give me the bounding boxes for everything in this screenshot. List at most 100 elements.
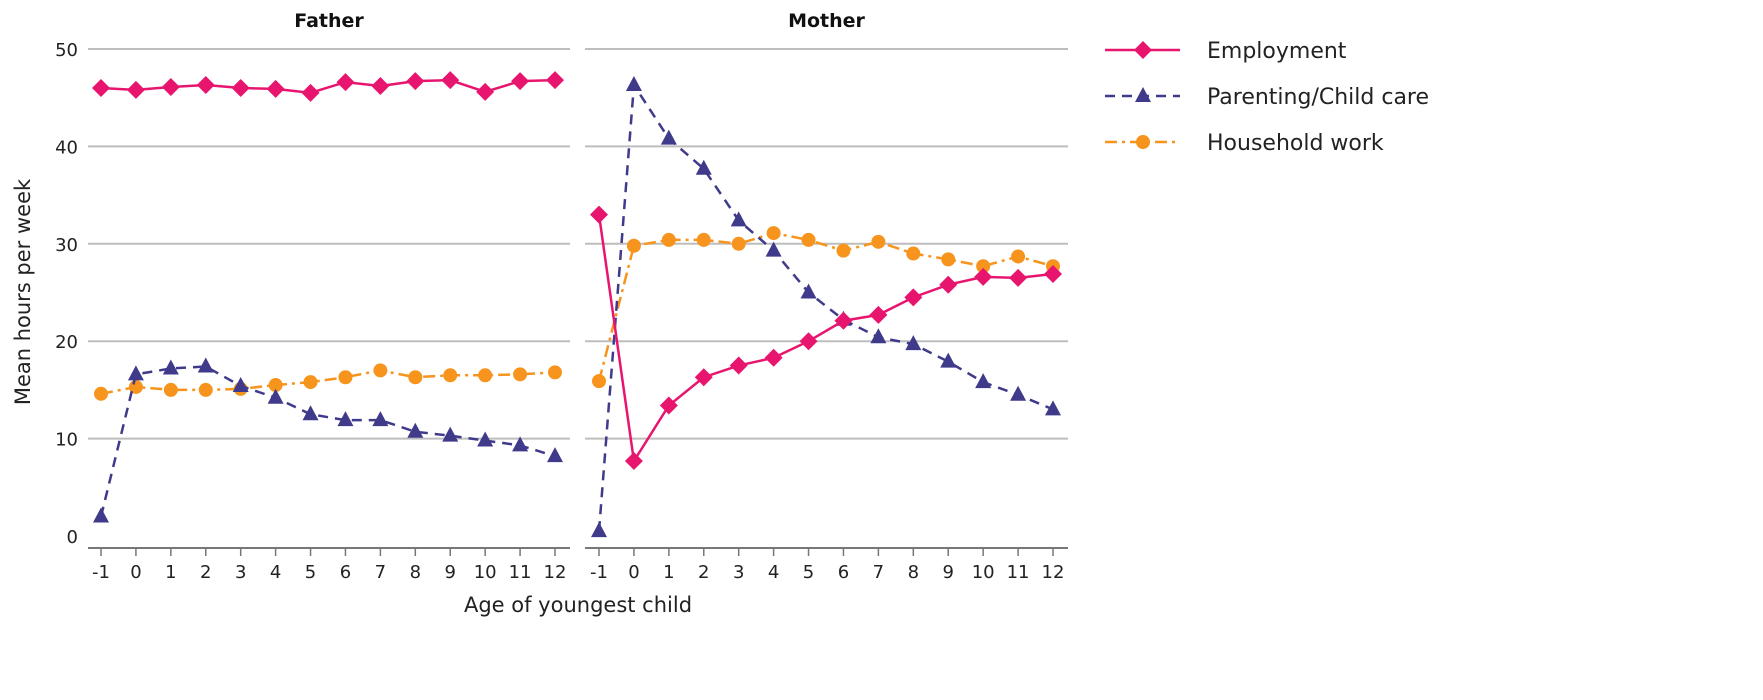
data-point bbox=[512, 436, 529, 452]
x-tick-label: 10 bbox=[474, 562, 497, 583]
series-household-work bbox=[592, 226, 1060, 389]
data-point bbox=[93, 507, 109, 523]
x-tick-label: 7 bbox=[873, 562, 884, 583]
data-point bbox=[408, 370, 423, 385]
data-point bbox=[870, 328, 887, 344]
series-line bbox=[99, 365, 556, 517]
data-point bbox=[591, 522, 607, 538]
data-point bbox=[974, 267, 993, 286]
data-point bbox=[939, 275, 958, 294]
data-point bbox=[407, 422, 424, 438]
x-tick-label: 6 bbox=[838, 562, 849, 583]
data-point bbox=[976, 259, 991, 274]
data-point bbox=[373, 363, 388, 378]
data-point bbox=[443, 368, 458, 383]
legend-marker bbox=[1135, 87, 1151, 102]
data-point bbox=[764, 348, 783, 367]
x-tick-label: 5 bbox=[305, 562, 316, 583]
panel-title: Mother bbox=[788, 10, 865, 32]
data-point bbox=[163, 382, 178, 397]
y-axis-label: Mean hours per week bbox=[11, 178, 35, 405]
data-point bbox=[1044, 264, 1062, 283]
data-point bbox=[625, 76, 642, 92]
x-tick-label: 5 bbox=[803, 562, 814, 583]
y-tick-label: 40 bbox=[55, 137, 78, 158]
data-point bbox=[513, 367, 528, 382]
x-tick-label: 2 bbox=[698, 562, 709, 583]
legend-label: Household work bbox=[1207, 131, 1384, 156]
data-point bbox=[834, 311, 853, 330]
data-point bbox=[268, 378, 283, 393]
data-point bbox=[836, 243, 851, 258]
data-point bbox=[94, 386, 108, 401]
data-point bbox=[975, 373, 992, 389]
x-tick-label: -1 bbox=[92, 562, 110, 583]
series-employment bbox=[590, 205, 1062, 471]
legend-item: Employment bbox=[1105, 39, 1347, 64]
data-point bbox=[337, 411, 354, 427]
y-tick-label: 20 bbox=[55, 332, 78, 353]
legend-label: Parenting/Child care bbox=[1207, 85, 1429, 110]
series-employment bbox=[92, 71, 564, 102]
x-tick-label: 12 bbox=[1042, 562, 1065, 583]
data-point bbox=[476, 82, 495, 101]
x-tick-label: 8 bbox=[410, 562, 421, 583]
data-point bbox=[729, 356, 748, 375]
data-point bbox=[338, 370, 353, 385]
data-point bbox=[546, 71, 564, 90]
y-tick-label: 50 bbox=[55, 40, 78, 61]
data-point bbox=[940, 352, 957, 368]
data-point bbox=[406, 72, 425, 91]
x-tick-label: 3 bbox=[235, 562, 246, 583]
data-point bbox=[869, 305, 888, 324]
series-parenting-child-care bbox=[591, 76, 1061, 538]
series-household-work bbox=[94, 363, 562, 401]
x-tick-label: 8 bbox=[908, 562, 919, 583]
data-point bbox=[196, 76, 215, 95]
data-point bbox=[267, 388, 284, 404]
x-tick-label: 3 bbox=[733, 562, 744, 583]
series-line bbox=[597, 81, 1054, 532]
data-point bbox=[766, 226, 781, 241]
data-point bbox=[941, 252, 956, 267]
legend-item: Parenting/Child care bbox=[1105, 85, 1429, 110]
x-tick-label: 1 bbox=[663, 562, 674, 583]
series-line bbox=[597, 231, 1054, 382]
x-tick-label: -1 bbox=[590, 562, 608, 583]
panel-title: Father bbox=[294, 10, 364, 32]
x-tick-label: 10 bbox=[972, 562, 995, 583]
data-point bbox=[590, 205, 608, 224]
panel-mother: Mother-1 0 1 2 3 4 5 6 7 8 9 10 11 12 bbox=[585, 10, 1068, 583]
data-point bbox=[694, 368, 713, 387]
data-point bbox=[547, 447, 563, 463]
data-point bbox=[659, 396, 678, 415]
x-axis-label: Age of youngest child bbox=[464, 593, 692, 617]
data-point bbox=[906, 246, 921, 261]
legend-marker bbox=[1134, 41, 1152, 59]
data-point bbox=[1009, 268, 1028, 287]
series-line bbox=[597, 214, 1054, 465]
data-point bbox=[372, 411, 389, 427]
data-point bbox=[592, 374, 606, 389]
data-point bbox=[92, 78, 110, 97]
y-tick-label: 10 bbox=[55, 430, 78, 451]
data-point bbox=[1010, 385, 1027, 401]
data-point bbox=[801, 232, 816, 247]
y-tick-label: 0 bbox=[67, 527, 78, 548]
legend-marker bbox=[1136, 135, 1150, 149]
x-tick-label: 7 bbox=[375, 562, 386, 583]
data-point bbox=[301, 83, 320, 102]
data-point bbox=[127, 365, 144, 381]
data-point bbox=[442, 426, 459, 442]
data-point bbox=[904, 288, 923, 307]
x-tick-label: 12 bbox=[544, 562, 567, 583]
legend-label: Employment bbox=[1207, 39, 1347, 64]
data-point bbox=[1045, 400, 1061, 416]
x-tick-label: 2 bbox=[200, 562, 211, 583]
x-tick-label: 11 bbox=[1007, 562, 1030, 583]
data-point bbox=[696, 232, 711, 247]
data-point bbox=[871, 234, 886, 249]
data-point bbox=[905, 335, 922, 351]
